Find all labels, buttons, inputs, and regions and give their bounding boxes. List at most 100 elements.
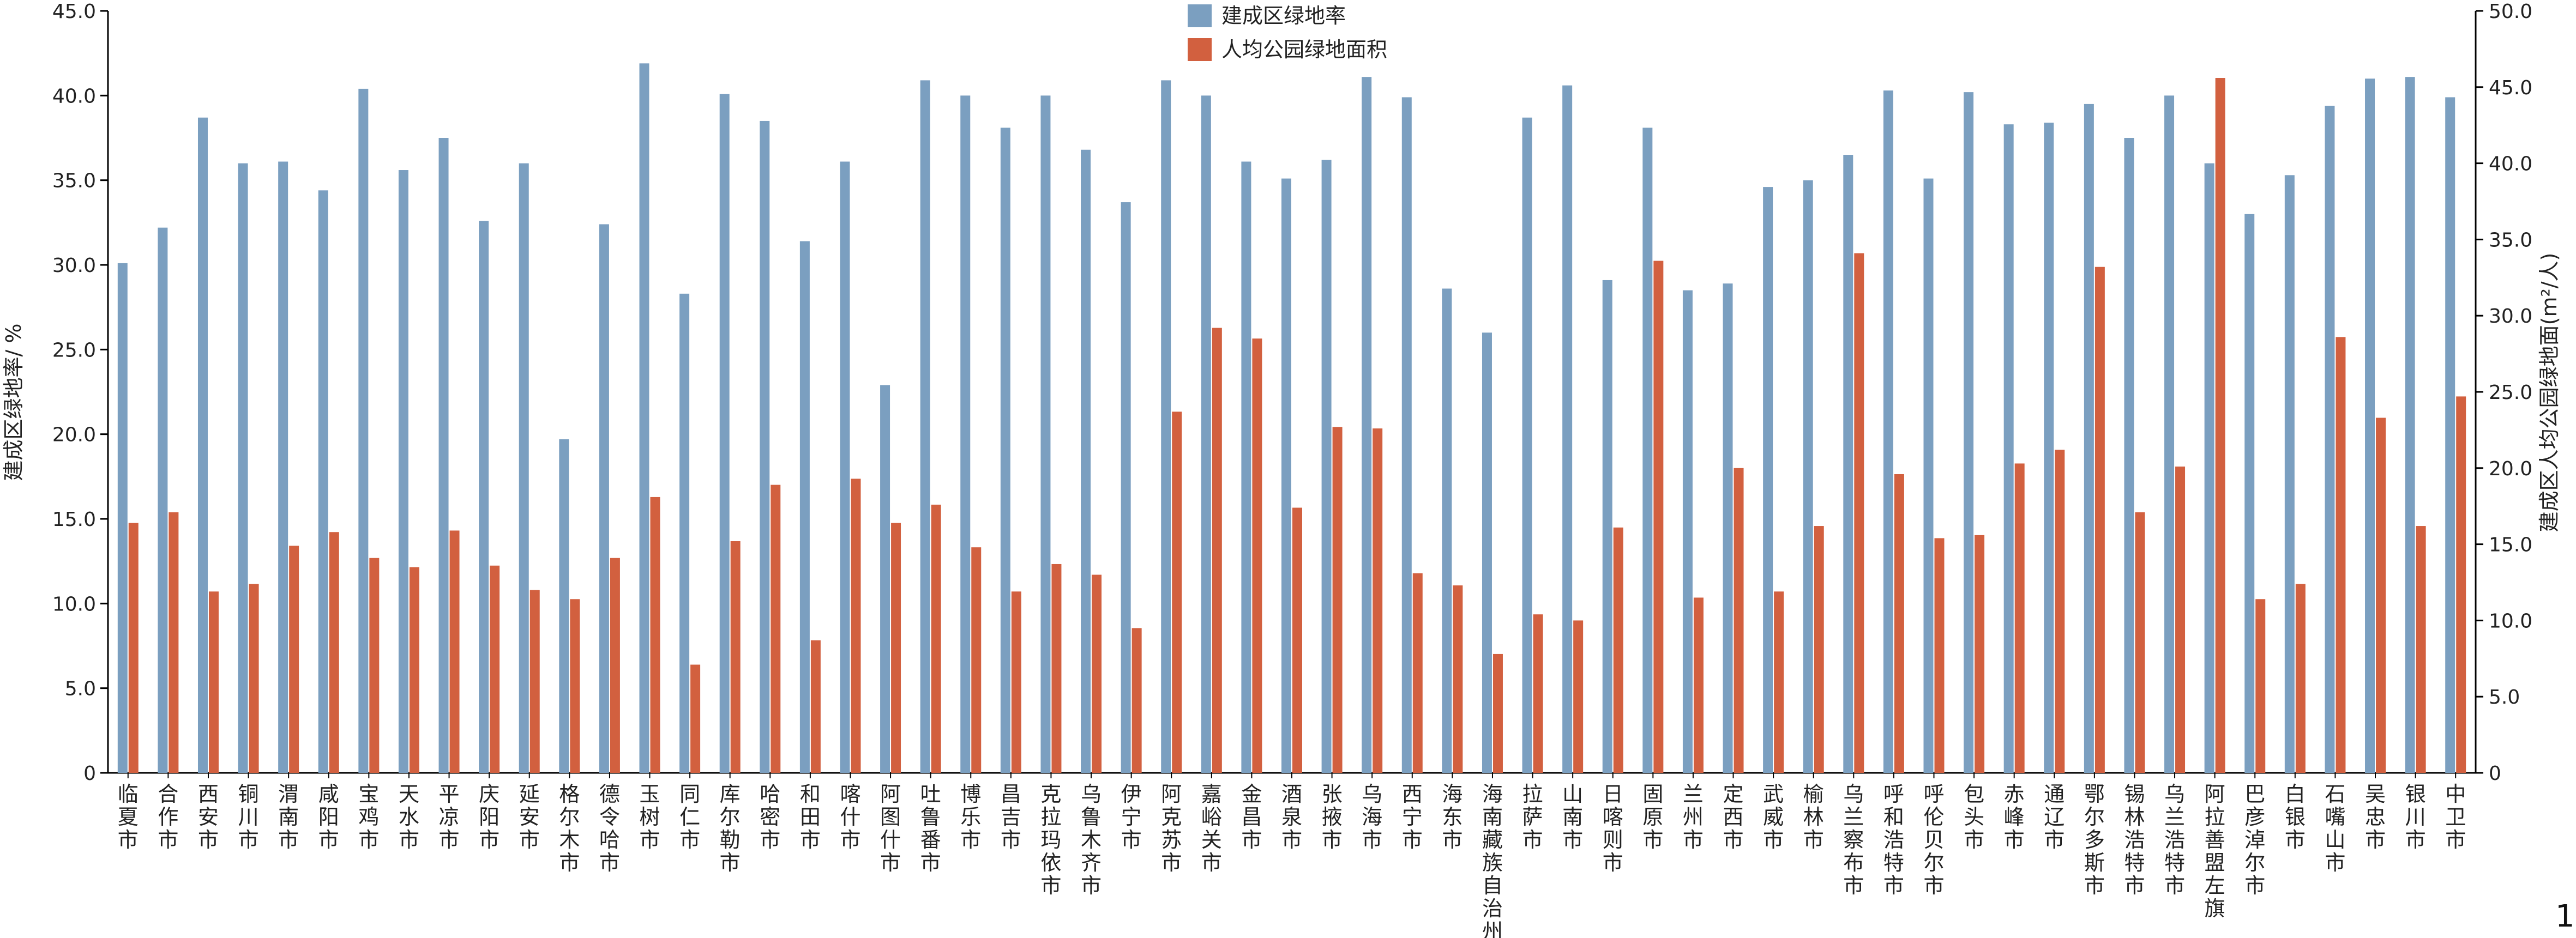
bar-green-rate [1803, 180, 1813, 773]
bar-park-area [1252, 338, 1262, 773]
bar-green-rate [2003, 124, 2014, 773]
bar-park-area [409, 567, 419, 773]
bar-park-area [690, 664, 701, 773]
page-number: 1 [2555, 899, 2575, 934]
x-category-label: 阿拉善盟左旗 [2205, 782, 2225, 921]
bar-green-rate [358, 88, 369, 773]
bar-green-rate [438, 138, 449, 773]
x-category-label: 固原市 [1642, 782, 1663, 852]
x-category-label: 乌兰察布市 [1843, 782, 1864, 898]
bar-green-rate [1321, 160, 1332, 773]
right-tick-label: 0 [2489, 762, 2501, 785]
bar-green-rate [1964, 92, 1974, 773]
x-category-label: 锡林浩特市 [2124, 782, 2145, 898]
x-category-label: 格尔木市 [559, 782, 580, 875]
bar-green-rate [679, 293, 690, 773]
bar-park-area [128, 523, 139, 773]
bar-park-area [2336, 337, 2346, 773]
bar-green-rate [2405, 77, 2415, 773]
x-category-label: 海南藏族自治州 [1482, 782, 1503, 938]
x-category-label: 白银市 [2285, 782, 2306, 852]
x-category-label: 西安市 [198, 782, 219, 852]
bar-park-area [2376, 417, 2386, 773]
y2-axis-title-unit: (m²/人) [2537, 253, 2561, 325]
bar-green-rate [1923, 178, 1934, 773]
bar-park-area [1774, 591, 1784, 773]
left-tick-label: 10.0 [52, 593, 96, 615]
legend-swatch-green-rate [1188, 4, 1212, 27]
bar-green-rate [2084, 104, 2094, 773]
bar-green-rate [2244, 214, 2255, 773]
bar-green-rate [398, 170, 408, 773]
bar-park-area [2055, 450, 2065, 773]
right-tick-label: 15.0 [2489, 534, 2532, 556]
bar-green-rate [1201, 95, 1211, 773]
bar-park-area [1412, 573, 1423, 773]
bar-park-area [610, 558, 620, 773]
bar-park-area [2175, 467, 2186, 773]
x-category-label: 渭南市 [278, 782, 299, 852]
bar-park-area [1653, 261, 1664, 773]
bar-park-area [1533, 614, 1543, 773]
bar-park-area [1894, 474, 1904, 773]
x-category-label: 银川市 [2405, 782, 2426, 852]
bar-park-area [2135, 512, 2145, 773]
x-category-label: 喀什市 [840, 782, 860, 852]
bar-green-rate [117, 263, 128, 773]
x-category-label: 呼伦贝尔市 [1923, 782, 1944, 898]
right-tick-label: 40.0 [2489, 153, 2532, 176]
bar-green-rate [1642, 128, 1653, 773]
x-category-label: 兰州市 [1683, 782, 1704, 852]
bar-park-area [650, 497, 660, 773]
right-tick-label: 10.0 [2489, 610, 2532, 632]
x-category-label: 临夏市 [118, 782, 139, 852]
bar-park-area [2295, 584, 2306, 773]
bar-park-area [1332, 427, 1343, 773]
x-category-label: 定西市 [1723, 782, 1744, 852]
bar-green-rate [1883, 90, 1893, 773]
x-category-label: 咸阳市 [318, 782, 339, 852]
bar-park-area [490, 565, 500, 773]
bar-park-area [851, 479, 861, 773]
left-tick-label: 30.0 [52, 255, 96, 277]
bar-park-area [1453, 585, 1463, 773]
bar-green-rate [2284, 175, 2295, 773]
bar-green-rate [559, 439, 569, 773]
x-category-label: 阿图什市 [880, 782, 901, 875]
bar-green-rate [2204, 163, 2214, 773]
x-category-label: 玉树市 [640, 782, 660, 852]
bar-park-area [1212, 328, 1222, 773]
x-category-label: 昌吉市 [1001, 782, 1021, 852]
x-category-label: 同仁市 [679, 782, 700, 852]
bar-park-area [1854, 253, 1864, 773]
x-category-label: 天水市 [399, 782, 419, 852]
x-category-label: 伊宁市 [1121, 782, 1142, 852]
bar-green-rate [1241, 161, 1251, 773]
bar-park-area [529, 590, 540, 773]
bar-green-rate [880, 385, 890, 773]
right-tick-label: 35.0 [2489, 229, 2532, 251]
bar-park-area [1292, 507, 1302, 773]
bar-green-rate [2044, 123, 2054, 773]
bar-green-rate [1040, 95, 1051, 773]
bar-green-rate [197, 117, 208, 773]
x-category-label: 通辽市 [2044, 782, 2065, 852]
x-category-label: 乌海市 [1362, 782, 1382, 852]
bar-green-rate [1723, 283, 1733, 773]
right-tick-label: 50.0 [2489, 1, 2532, 23]
left-tick-label: 35.0 [52, 170, 96, 192]
bar-park-area [810, 640, 821, 773]
x-category-label: 吐鲁番市 [920, 782, 941, 875]
x-category-label: 武威市 [1763, 782, 1784, 852]
bar-park-area [1011, 591, 1021, 773]
bar-park-area [1373, 428, 1383, 773]
x-category-label: 阿克苏市 [1161, 782, 1182, 875]
bar-park-area [1492, 653, 1503, 773]
legend-label-park-area: 人均公园绿地面积 [1221, 38, 1387, 62]
x-category-label: 金昌市 [1241, 782, 1262, 852]
y-axis-title: 建成区绿地率/ % [2, 324, 26, 481]
x-category-label: 库尔勒市 [720, 782, 741, 875]
x-category-label: 鄂尔多斯市 [2084, 782, 2105, 898]
bar-green-rate [1121, 202, 1131, 773]
